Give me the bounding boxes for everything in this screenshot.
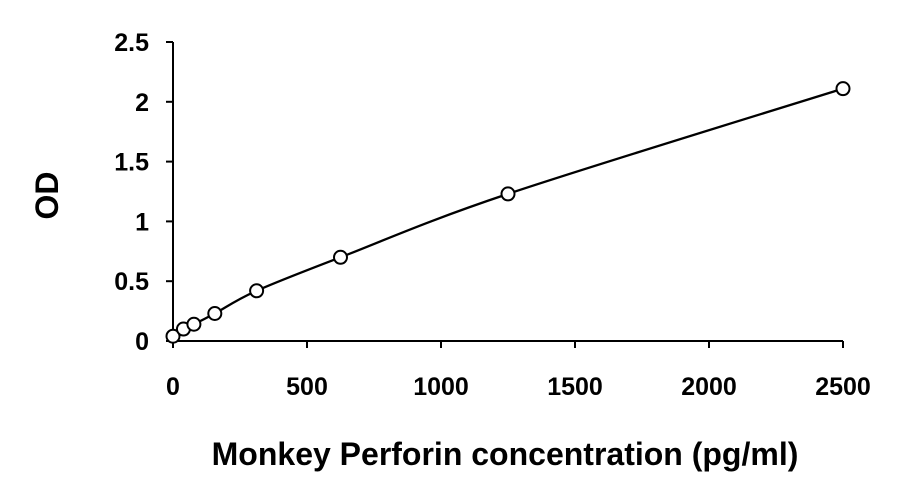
x-tick-label: 1000 — [413, 373, 469, 401]
data-point — [249, 283, 265, 299]
y-tick-label: 2 — [135, 89, 149, 117]
y-tick-label: 1 — [135, 208, 149, 236]
data-point — [333, 249, 348, 265]
data-point — [500, 186, 516, 202]
y-tick-label: 1.5 — [114, 149, 149, 177]
x-tick-label: 500 — [286, 373, 328, 401]
data-point — [207, 305, 223, 321]
x-tick-label: 2500 — [815, 373, 871, 401]
y-axis-title: OD — [29, 172, 65, 220]
x-tick-label: 0 — [166, 373, 180, 401]
trend-line — [172, 87, 844, 338]
x-axis-title: Monkey Perforin concentration (pg/ml) — [212, 436, 799, 472]
axes — [172, 42, 843, 342]
y-tick-label: 0 — [135, 328, 149, 356]
data-point — [186, 316, 202, 332]
series-group — [172, 87, 844, 338]
x-tick-label: 1500 — [547, 373, 603, 401]
y-tick-label: 0.5 — [114, 268, 149, 296]
data-point — [165, 328, 181, 344]
data-point — [835, 81, 851, 97]
markers-group — [165, 81, 851, 344]
y-tick-label: 2.5 — [114, 29, 149, 57]
x-axis-ticks: 0 500 1000 1500 2000 2500 — [166, 341, 871, 401]
y-axis-ticks: 0 0.5 1 1.5 2 2.5 — [114, 29, 173, 356]
x-tick-label: 2000 — [681, 373, 737, 401]
